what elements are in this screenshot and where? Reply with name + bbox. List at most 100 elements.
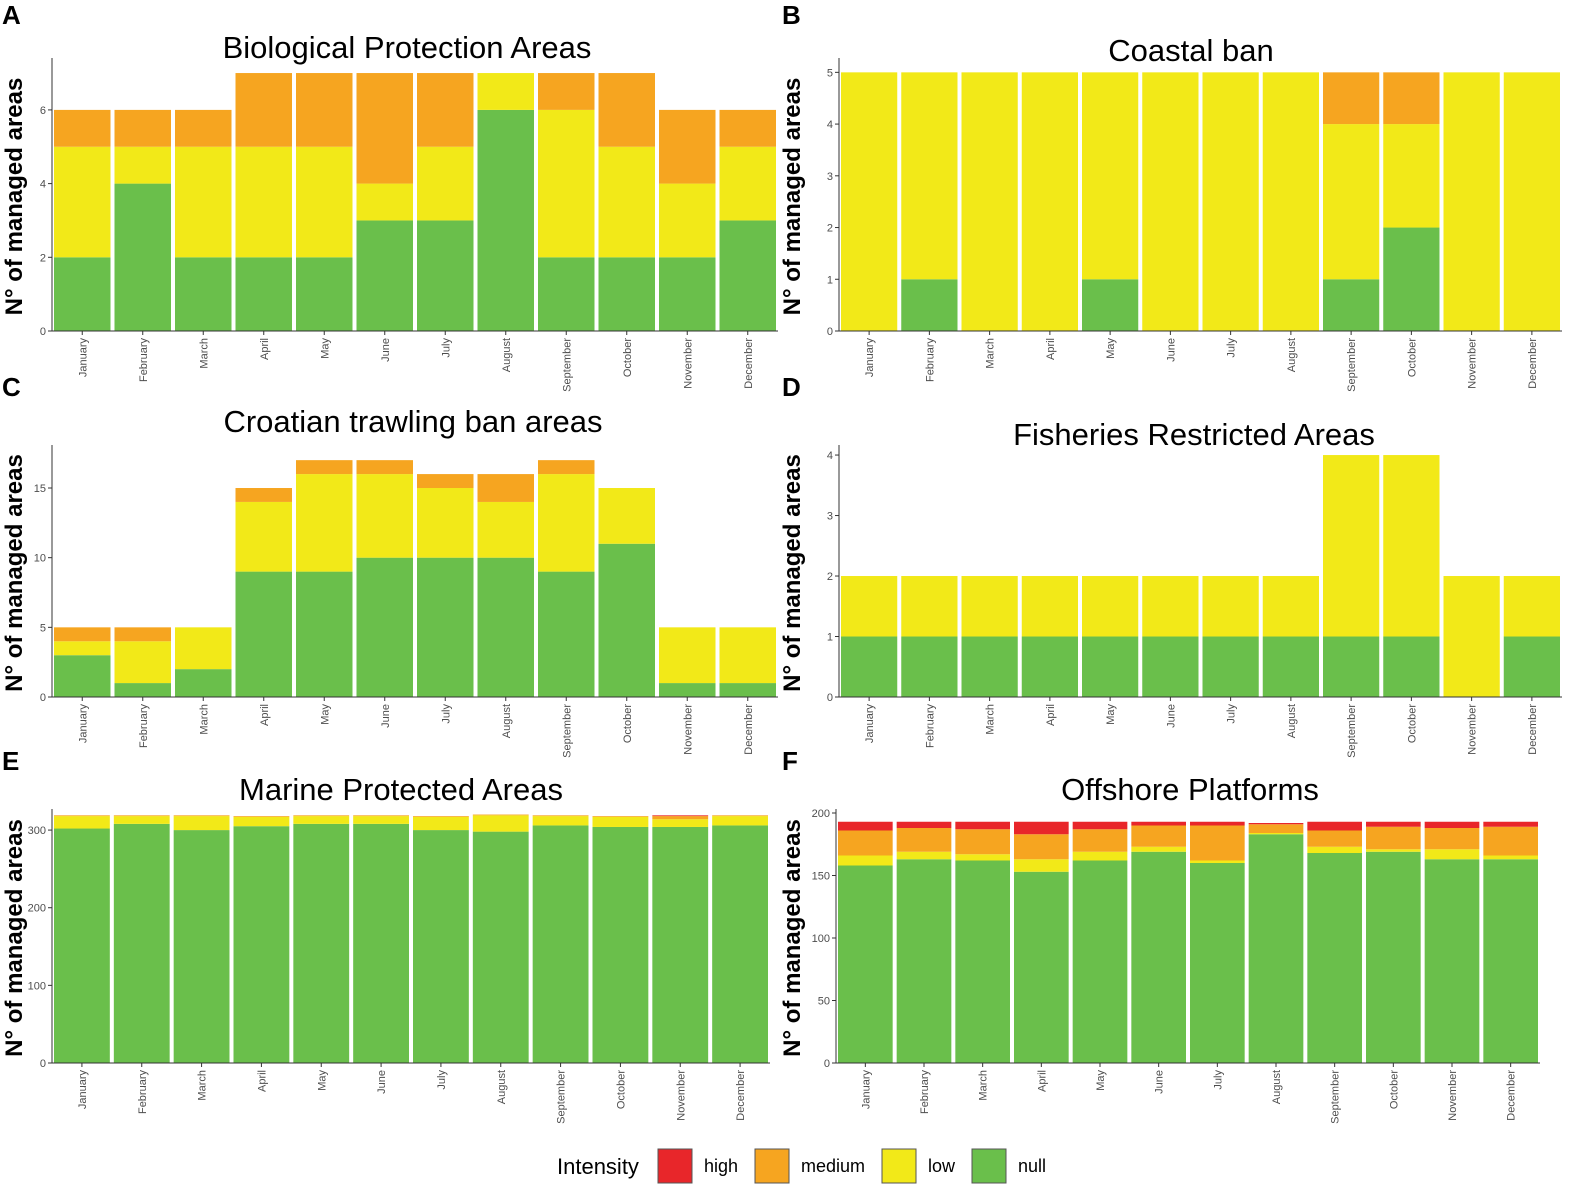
bar-segment-medium-september	[538, 460, 595, 475]
legend-item-null: null	[971, 1148, 1046, 1184]
y-axis-label: N° of managed areas	[779, 78, 806, 316]
bar-segment-low-june	[1131, 846, 1186, 852]
bar-segment-null-april	[235, 571, 292, 697]
bar-segment-medium-february	[113, 815, 170, 817]
bar-segment-low-july	[1202, 72, 1259, 331]
bar-segment-null-august	[477, 557, 534, 697]
bar-segment-low-july	[417, 488, 474, 558]
bar-segment-null-february	[901, 636, 958, 697]
bar-segment-null-april	[1014, 871, 1069, 1063]
bar-segment-null-january	[54, 655, 111, 697]
x-tick-label: March	[198, 704, 210, 735]
bar-segment-high-november	[1424, 821, 1480, 828]
x-tick-label: October	[1388, 1070, 1400, 1109]
bar-segment-high-september	[1307, 821, 1362, 831]
bar-segment-high-march	[955, 821, 1010, 830]
bar-segment-null-february	[113, 823, 170, 1063]
bar-segment-medium-october	[598, 73, 655, 147]
bar-segment-null-september	[532, 825, 589, 1063]
bar-segment-medium-march	[173, 815, 230, 817]
bar-segment-null-july	[413, 830, 469, 1063]
bar-segment-low-july	[413, 816, 469, 831]
legend-item-low: low	[881, 1148, 956, 1184]
legend-label-medium: medium	[801, 1156, 865, 1176]
x-tick-label: June	[1165, 704, 1177, 728]
bar-segment-low-january	[838, 855, 893, 866]
bar-segment-null-march	[955, 860, 1010, 1063]
x-tick-label: September	[561, 338, 573, 392]
chart-title: Croatian trawling ban areas	[223, 404, 602, 439]
bar-segment-low-august	[477, 501, 534, 558]
x-tick-label: August	[1286, 704, 1298, 738]
bar-segment-medium-november	[1424, 828, 1480, 850]
y-tick-label: 15	[34, 483, 46, 495]
bar-segment-null-january	[54, 828, 110, 1063]
bar-segment-low-july	[1202, 576, 1259, 637]
panel-b: B Coastal ban N° of managed areas 0 1 2 3 4 5 Jan…	[779, 0, 1562, 392]
bar-segment-low-june	[353, 816, 409, 824]
y-tick-label: 100	[28, 980, 46, 992]
bar-segment-medium-september	[532, 815, 589, 817]
bar-segment-low-october	[1366, 849, 1421, 852]
bar-segment-low-august	[1262, 576, 1319, 637]
bar-segment-null-august	[1262, 636, 1319, 697]
bar-segment-null-march	[175, 257, 232, 331]
y-tick-label: 0	[824, 1058, 830, 1070]
bar-segment-medium-february	[114, 627, 171, 642]
bar-segment-null-september	[538, 571, 595, 697]
panel-letter: E	[2, 746, 19, 776]
bar-segment-null-august	[472, 831, 529, 1063]
bar-segment-medium-october	[1366, 826, 1421, 850]
x-tick-label: September	[561, 704, 573, 758]
x-tick-label: May	[319, 704, 331, 725]
x-tick-label: June	[1165, 338, 1177, 362]
x-tick-label: April	[259, 338, 271, 360]
panel-d: D Fisheries Restricted Areas N° of managed…	[779, 372, 1562, 758]
x-tick-label: February	[137, 1070, 149, 1115]
y-axis-label: N° of managed areas	[779, 819, 806, 1057]
legend-swatch-medium	[754, 1148, 790, 1184]
x-tick-label: November	[1467, 704, 1479, 755]
bar-segment-medium-may	[296, 73, 353, 147]
y-tick-label: 0	[827, 326, 833, 338]
legend-item-high: high	[657, 1148, 738, 1184]
x-tick-label: December	[735, 1070, 747, 1121]
bar-segment-low-november	[659, 627, 716, 684]
bar-segment-low-december	[712, 816, 768, 826]
legend-label-null: null	[1018, 1156, 1046, 1176]
bar-segment-medium-july	[413, 816, 469, 817]
bar-segment-null-may	[1082, 636, 1139, 697]
x-tick-label: June	[380, 704, 392, 728]
x-tick-label: July	[436, 1070, 448, 1090]
x-tick-label: October	[1406, 338, 1418, 377]
x-tick-label: May	[319, 338, 331, 359]
bar-segment-null-december	[719, 220, 776, 331]
y-tick-label: 300	[28, 825, 46, 837]
bar-segment-null-may	[1082, 279, 1139, 331]
bar-segment-null-february	[114, 183, 171, 331]
x-tick-label: September	[556, 1070, 568, 1124]
bar-segment-low-august	[1248, 833, 1304, 835]
bar-segment-low-march	[175, 146, 232, 258]
bar-segment-low-march	[175, 627, 232, 670]
bar-segment-low-october	[1383, 124, 1440, 228]
bar-segment-null-may	[296, 571, 353, 697]
bar-segment-low-march	[961, 576, 1018, 637]
bar-segment-null-october	[592, 826, 649, 1063]
bar-segment-low-april	[1021, 72, 1078, 331]
bar-segment-null-may	[1072, 860, 1128, 1063]
bar-segment-null-july	[1190, 863, 1245, 1063]
bar-segment-null-january	[841, 636, 898, 697]
bar-segment-null-april	[233, 826, 290, 1063]
bar-segment-null-july	[417, 220, 474, 331]
bar-segment-medium-march	[955, 829, 1010, 855]
bar-segment-null-november	[652, 826, 709, 1063]
bar-segment-medium-november	[659, 109, 716, 184]
x-tick-label: February	[924, 338, 936, 383]
x-tick-label: October	[1406, 704, 1418, 743]
x-tick-label: February	[138, 704, 150, 749]
x-tick-label: November	[1467, 338, 1479, 389]
panel-letter: A	[2, 0, 21, 30]
bar-segment-low-november	[1443, 576, 1500, 697]
bar-segment-high-january	[838, 821, 893, 831]
